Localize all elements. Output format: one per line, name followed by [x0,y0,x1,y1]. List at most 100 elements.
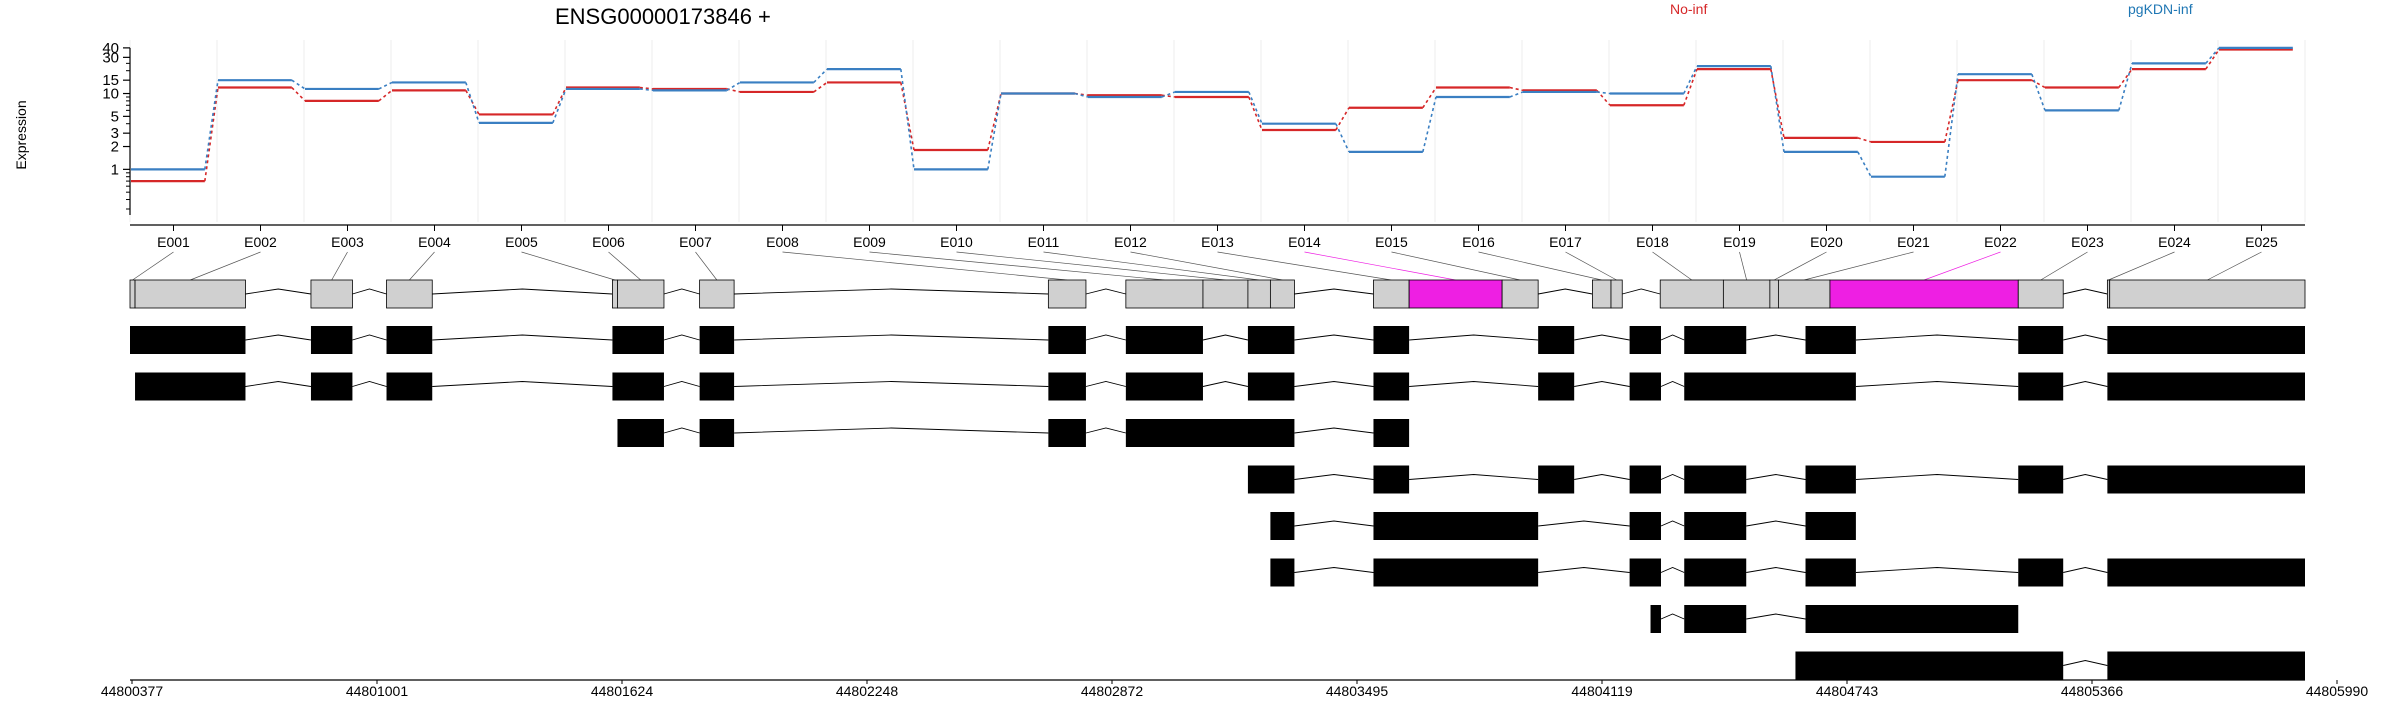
exon-bin [1047,279,1087,309]
exon-connector [1217,251,1392,281]
transcript-exon [1247,326,1295,354]
exon-connector [409,251,435,281]
transcript-exon [1629,372,1661,401]
transcript-intron [1409,381,1539,387]
transcript-intron [245,334,312,341]
series-connector [1422,87,1437,109]
transcript-intron [1574,334,1630,341]
transcript-exon [1629,465,1661,494]
bin-intron [1085,288,1126,295]
exon-connector [1804,251,1914,281]
exon-connector [608,251,641,281]
exon-connector [1478,251,1602,281]
y-tick-label: 40 [102,40,119,57]
y-tick-label: 15 [102,72,119,89]
transcript-intron [1660,334,1685,341]
transcript-exon [1048,372,1086,401]
series-connector [1074,92,1089,98]
transcript-row [135,372,2305,401]
series-connector [1683,68,1698,106]
exon-connector [695,251,718,281]
exon-connector [190,251,261,281]
series-connector [204,87,219,182]
x-tick-label: E004 [418,234,451,250]
transcript-intron [1409,474,1539,480]
x-tick-label: E003 [331,234,364,250]
transcript-intron [432,334,613,341]
transcript-intron [1660,474,1685,480]
expression-lines [131,46,2293,183]
exon-connector [2207,251,2262,281]
x-tick-label: E013 [1201,234,1234,250]
exon-connector [132,251,174,281]
exon-bin [612,279,618,309]
transcript-exon [1538,326,1575,354]
exon-bin-track [129,279,2306,309]
x-tick-label: E020 [1810,234,1843,250]
exon-connector [782,251,1068,281]
series-connector [2118,68,2133,88]
transcript-intron [1746,334,1806,341]
series-connector [987,93,1002,170]
transcript-intron [1746,567,1806,573]
exon-connector [2108,251,2175,281]
transcript-intron [432,381,613,387]
series-connector [726,81,741,92]
series-connector [1770,65,1785,152]
exon-bin [2017,279,2064,309]
genomic-tick-label: 44804119 [1571,683,1632,699]
transcript-exon [130,326,246,354]
exon-bin [1722,279,1771,309]
exon-connector [521,251,616,281]
exon-bin [1777,279,1831,309]
transcript-intron [1294,427,1374,434]
transcript-intron [663,334,700,341]
transcript-exon [612,326,664,354]
transcript-exon [2107,651,2305,680]
series-connector [1248,91,1263,125]
exon-connectors [132,251,2262,281]
exon-connector [1304,251,1456,281]
exon-bin [1202,279,1249,309]
transcript-models [130,326,2305,680]
transcript-row [617,419,1410,447]
transcript-intron [1202,381,1249,387]
exon-bin [134,279,246,309]
exon-bin [1125,279,1204,309]
transcript-exon [386,372,433,401]
transcript-intron [1660,520,1685,527]
transcript-exon [1805,558,1856,587]
exon-bin [129,279,136,309]
genomic-tick-label: 44801624 [591,683,654,699]
transcript-exon [1048,326,1086,354]
transcript-row [1795,651,2305,680]
y-tick-label: 1 [111,161,119,178]
exon-connector [1391,251,1521,281]
y-tick-label: 3 [111,125,119,142]
transcript-exon [1684,326,1747,354]
exon-axis: E001 E002 E003 E004 E005 E006 E007 E008 E009 E010… [130,224,2305,250]
transcript-intron [2063,474,2108,480]
transcript-exon [1805,326,1856,354]
x-tick-label: E018 [1636,234,1669,250]
x-tick-label: E015 [1375,234,1408,250]
x-tick-label: E023 [2071,234,2104,250]
transcript-exon [310,326,353,354]
transcript-intron [734,381,1049,387]
transcript-intron [1746,520,1806,527]
transcript-row [1650,605,2019,633]
transcript-intron [1855,567,2019,573]
transcript-intron [663,381,700,387]
x-tick-label: E011 [1028,234,1060,250]
transcript-exon [1373,512,1539,540]
series-connector [1857,151,1872,178]
series-connector [552,88,567,124]
transcript-exon [1538,465,1575,494]
transcript-intron [2063,660,2108,666]
transcript-exon [699,372,735,401]
exon-bin [1247,279,1271,309]
transcript-exon [1650,605,1661,633]
x-tick-label: E022 [1984,234,2017,250]
genomic-tick-label: 44805366 [2061,683,2124,699]
